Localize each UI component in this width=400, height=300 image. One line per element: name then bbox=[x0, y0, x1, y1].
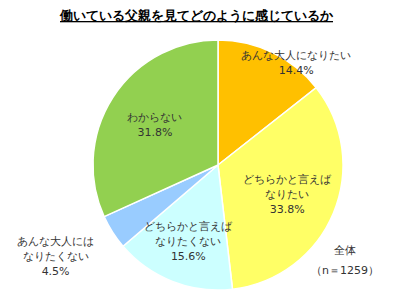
category-label: どちらかと言えばなりたくない bbox=[144, 220, 233, 248]
category-label-line: あんな大人になりたい bbox=[241, 49, 351, 62]
category-label-line: あんな大人には bbox=[17, 235, 94, 248]
category-label-line: わからない bbox=[127, 111, 182, 124]
annotation: 全体 bbox=[334, 244, 356, 257]
data-label: 15.6% bbox=[171, 250, 206, 263]
category-label: あんな大人になりたい bbox=[241, 49, 351, 62]
category-label: どちらかと言えばなりたい bbox=[243, 173, 332, 201]
category-label-line: なりたい bbox=[265, 188, 309, 201]
category-label: あんな大人にはなりたくない bbox=[17, 235, 94, 263]
slices bbox=[93, 40, 343, 290]
data-label: 33.8% bbox=[270, 203, 305, 216]
data-label: 14.4% bbox=[279, 64, 314, 77]
slice bbox=[93, 40, 218, 217]
category-label-line: なりたくない bbox=[155, 235, 221, 248]
slice bbox=[218, 88, 343, 289]
category-label: わからない bbox=[127, 111, 182, 124]
category-label-line: どちらかと言えば bbox=[243, 173, 332, 186]
category-label-line: どちらかと言えば bbox=[144, 220, 233, 233]
data-label: 4.5% bbox=[42, 265, 70, 278]
annotation: （n＝1259） bbox=[311, 264, 379, 277]
data-label: 31.8% bbox=[137, 126, 172, 139]
category-label-line: なりたくない bbox=[23, 250, 89, 263]
title: 働いている父親を見てどのように感じているか bbox=[59, 8, 334, 23]
chart: 働いている父親を見てどのように感じているかあんな大人になりたい 14.4% どちらか… bbox=[0, 0, 400, 300]
